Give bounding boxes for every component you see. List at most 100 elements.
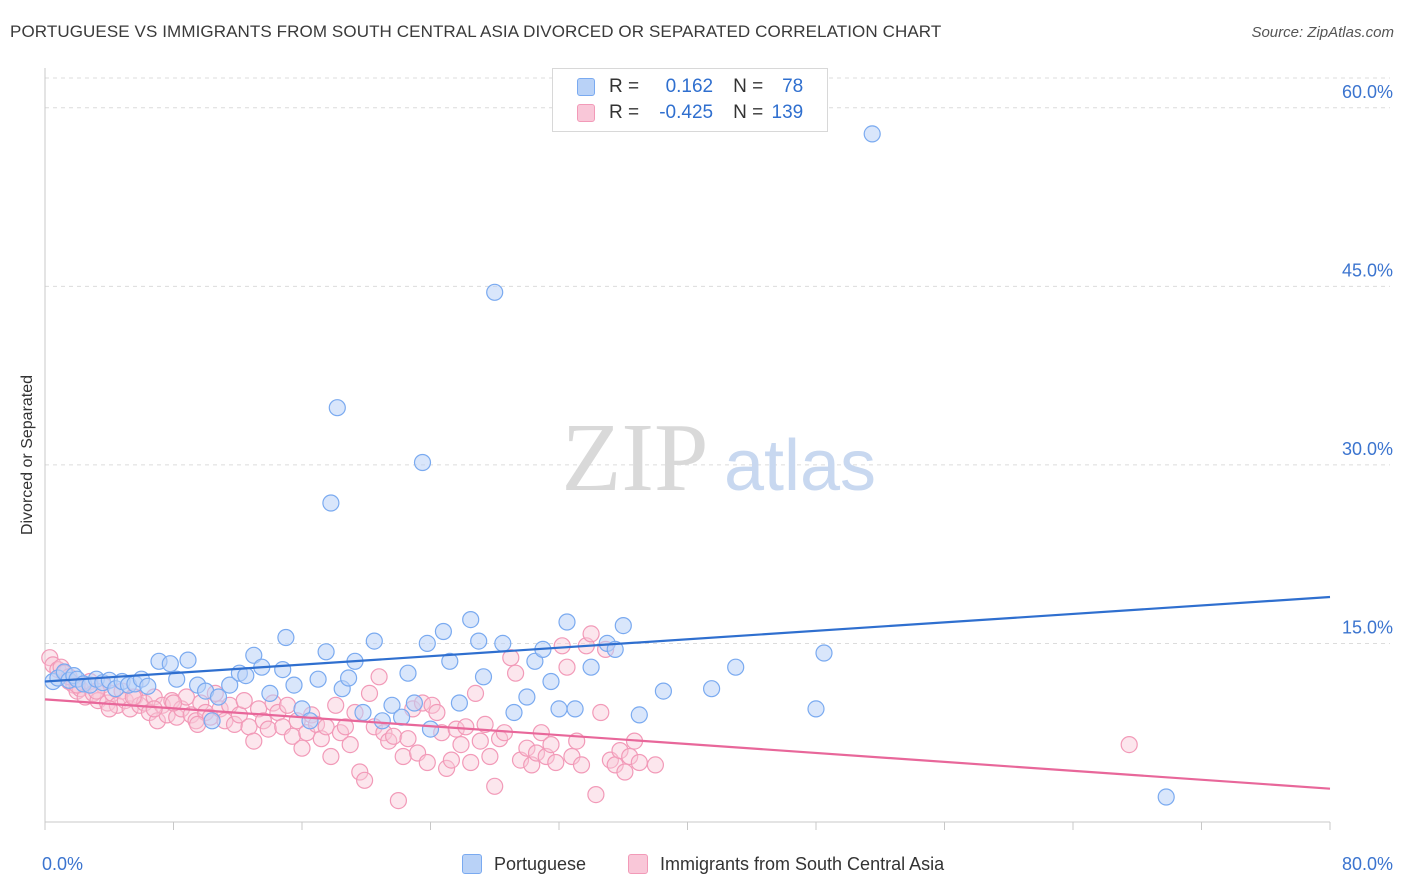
immigrants-point: [616, 763, 634, 781]
portuguese-point: [450, 694, 468, 712]
watermark: ZIP atlas: [562, 404, 877, 512]
immigrants-point: [370, 668, 388, 686]
immigrants-point: [245, 732, 263, 750]
series-portuguese-points: [44, 125, 1175, 806]
portuguese-point: [441, 652, 459, 670]
immigrants-point: [466, 684, 485, 703]
immigrants-point: [351, 763, 369, 781]
bottom-legend-swatch-portuguese: [462, 854, 482, 874]
portuguese-point: [365, 632, 383, 650]
immigrants-point: [527, 744, 546, 762]
immigrants-point: [380, 732, 398, 750]
portuguese-point: [614, 616, 632, 635]
immigrants-point: [336, 718, 354, 736]
immigrants-point: [558, 658, 576, 676]
watermark-atlas: atlas: [724, 426, 876, 506]
portuguese-point: [261, 684, 279, 703]
portuguese-point: [340, 669, 358, 687]
legend-n-value: 139: [771, 102, 804, 123]
immigrants-point: [418, 753, 436, 772]
legend-n-value: 78: [782, 76, 804, 97]
portuguese-point: [373, 712, 391, 730]
portuguese-point: [354, 703, 372, 722]
tick-labels: 15.0% 30.0% 45.0% 60.0% 0.0% 80.0%: [42, 82, 1393, 874]
portuguese-point: [550, 700, 568, 718]
portuguese-point: [421, 720, 440, 738]
immigrants-point: [385, 727, 403, 745]
portuguese-point: [727, 658, 745, 676]
immigrants-point: [1120, 735, 1138, 754]
immigrants-point: [389, 791, 407, 810]
portuguese-point: [582, 658, 600, 676]
immigrants-point: [486, 777, 504, 795]
immigrants-point: [278, 696, 297, 714]
portuguese-point: [702, 680, 721, 698]
portuguese-point: [1157, 788, 1175, 806]
portuguese-point: [277, 628, 295, 647]
immigrants-point: [254, 712, 272, 730]
immigrants-point: [547, 753, 565, 772]
portuguese-point: [383, 696, 401, 714]
immigrants-point: [611, 741, 629, 760]
x-tick-label: 0.0%: [42, 854, 83, 874]
immigrants-point: [502, 649, 520, 667]
immigrants-point: [542, 735, 560, 754]
portuguese-point: [606, 640, 624, 659]
bottom-legend-swatch-immigrants: [628, 854, 648, 874]
legend-swatch-portuguese: [577, 78, 595, 96]
legend-r-label: R =: [609, 76, 640, 97]
portuguese-point: [413, 453, 432, 472]
y-tick-label: 60.0%: [1342, 82, 1393, 102]
portuguese-point: [399, 664, 417, 682]
immigrants-point: [518, 739, 536, 757]
source-label: Source: ZipAtlas.com: [1251, 24, 1394, 41]
immigrants-point: [442, 751, 460, 769]
bottom-legend-label-immigrants: Immigrants from South Central Asia: [660, 853, 945, 874]
portuguese-point: [630, 706, 648, 724]
immigrants-point: [240, 718, 258, 736]
immigrants-point: [457, 718, 475, 736]
immigrants-point: [153, 696, 171, 714]
portuguese-point: [237, 666, 255, 685]
trend-line-immigrants: [44, 698, 1331, 790]
legend-row-portuguese: R = 0.162 N = 78: [553, 74, 803, 100]
trend-lines: [44, 595, 1331, 790]
y-tick-label: 15.0%: [1342, 617, 1393, 637]
immigrants-point: [592, 703, 610, 722]
portuguese-point: [317, 643, 335, 661]
immigrants-point: [317, 718, 335, 736]
immigrants-point: [322, 747, 340, 766]
portuguese-point: [161, 655, 179, 673]
immigrants-point: [462, 753, 480, 772]
portuguese-point: [505, 703, 523, 722]
immigrants-point: [189, 715, 207, 734]
immigrants-point: [356, 771, 374, 789]
portuguese-point: [405, 694, 423, 712]
immigrants-point: [471, 732, 489, 750]
portuguese-point: [301, 712, 319, 730]
legend-row-immigrants: R = -0.425 N = 139: [553, 100, 803, 126]
bottom-legend-label-portuguese: Portuguese: [494, 853, 587, 874]
portuguese-point: [221, 676, 239, 694]
legend-swatch-immigrants: [577, 104, 595, 122]
portuguese-point: [462, 610, 480, 629]
immigrants-point: [438, 759, 456, 778]
bottom-legend-immigrants: Immigrants from South Central Asia: [628, 852, 944, 876]
portuguese-point: [245, 646, 263, 664]
legend-r-value: -0.425: [659, 102, 714, 123]
portuguese-point: [418, 634, 436, 653]
portuguese-point: [470, 632, 488, 650]
portuguese-point: [179, 651, 197, 669]
legend-r-value: 0.162: [665, 76, 714, 97]
portuguese-point: [863, 125, 881, 143]
immigrants-point: [259, 720, 277, 738]
bottom-legend-portuguese: Portuguese: [462, 852, 586, 876]
legend: R = 0.162 N = 78 R = -0.425 N = 139: [552, 68, 828, 132]
immigrants-point: [621, 747, 639, 766]
portuguese-point: [322, 494, 340, 512]
portuguese-point: [309, 670, 327, 688]
portuguese-point: [139, 677, 157, 695]
y-tick-label: 45.0%: [1342, 260, 1393, 280]
portuguese-point: [494, 634, 512, 653]
